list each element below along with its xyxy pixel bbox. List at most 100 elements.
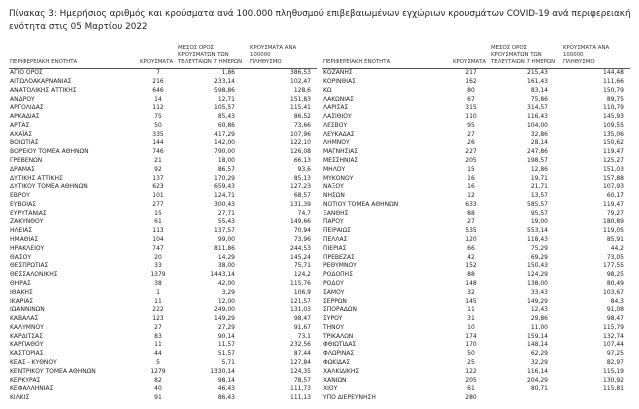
- cases-cell: 75: [154, 113, 162, 121]
- cases-cell: 50: [467, 350, 475, 358]
- cases-cell: 217: [465, 69, 477, 77]
- per100k-cell: 111,66: [603, 77, 624, 85]
- column-header-region: ΠΕΡΙΦΕΡΕΙΑΚΗ ΕΝΟΤΗΤΑ: [322, 44, 452, 69]
- per100k-cell: 86,52: [293, 113, 311, 121]
- table-row: ΗΡΑΚΛΕΙΟΥ 747 811,86 244,53: [9, 245, 317, 254]
- per100k-cell: 44,2: [610, 244, 624, 252]
- per100k-cell: 68,57: [293, 192, 311, 200]
- region-cell: ΠΡΕΒΕΖΑΣ: [323, 253, 355, 261]
- per100k-cell: 91,08: [606, 306, 624, 314]
- avg7-cell: 142,00: [214, 139, 235, 147]
- per100k-cell: 85,13: [293, 174, 311, 182]
- table-row: ΑΡΓΟΛΙΔΑΣ 112 105,57 115,41: [9, 104, 317, 113]
- cases-cell: 137: [152, 174, 164, 182]
- table-row: ΕΥΡΥΤΑΝΙΑΣ 15 27,71 74,7: [9, 209, 317, 218]
- region-cell: ΘΗΡΑΣ: [10, 279, 31, 287]
- per100k-cell: 157,88: [603, 174, 624, 182]
- table-row: ΤΗΝΟΥ 10 11,00 115,79: [322, 324, 630, 333]
- cases-cell: 110: [465, 113, 477, 121]
- avg7-cell: 13,57: [530, 192, 548, 200]
- cases-cell: 280: [465, 394, 477, 402]
- per100k-cell: 60,17: [606, 192, 624, 200]
- avg7-cell: 21,71: [530, 183, 548, 191]
- region-cell: ΑΡΚΑΔΙΑΣ: [10, 113, 40, 121]
- avg7-cell: 11,57: [217, 341, 235, 349]
- avg7-cell: 116,43: [527, 113, 548, 121]
- cases-cell: 27: [154, 323, 162, 331]
- per100k-cell: 150,62: [603, 139, 624, 147]
- table-row: ΘΗΡΑΣ 38 42,00 115,76: [9, 280, 317, 289]
- per100k-cell: 131,03: [290, 306, 311, 314]
- region-cell: ΛΑΡΙΣΑΣ: [323, 104, 349, 112]
- cases-cell: 535: [465, 227, 477, 235]
- cases-cell: 15: [467, 165, 475, 173]
- cases-cell: 10: [467, 323, 475, 331]
- avg7-cell: 12,71: [217, 95, 235, 103]
- per100k-cell: 98,25: [606, 271, 624, 279]
- table-row: ΑΧΑΪΑΣ 335 417,29 107,96: [9, 130, 317, 139]
- table-row: ΜΥΚΟΝΟΥ 16 19,71 157,88: [322, 174, 630, 183]
- table-row: ΘΑΣΟΥ 20 14,29 145,24: [9, 253, 317, 262]
- cases-cell: 205: [465, 157, 477, 164]
- region-cell: ΗΡΑΚΛΕΙΟΥ: [10, 244, 45, 252]
- region-cell: ΚΙΛΚΙΣ: [10, 394, 30, 402]
- table-row: ΙΘΑΚΗΣ 1 3,29 106,9: [9, 288, 317, 297]
- per100k-cell: 119,05: [603, 227, 624, 235]
- cases-cell: 14: [154, 95, 162, 103]
- region-cell: ΙΚΑΡΙΑΣ: [10, 297, 34, 305]
- per100k-cell: 84,3: [610, 297, 624, 305]
- table-row: ΗΛΕΙΑΣ 113 137,57 70,94: [9, 227, 317, 236]
- avg7-cell: 159,14: [527, 332, 548, 340]
- avg7-cell: 105,57: [214, 104, 235, 112]
- avg7-cell: 75,86: [530, 95, 548, 103]
- table-row: ΣΕΡΡΩΝ 145 149,29 84,3: [322, 297, 630, 306]
- avg7-cell: 249,00: [214, 306, 235, 314]
- table-row: ΛΑΚΩΝΙΑΣ 67 75,86 89,75: [322, 95, 630, 104]
- cases-cell: 20: [154, 253, 162, 261]
- per100k-cell: 119,47: [603, 200, 624, 208]
- avg7-cell: 137,57: [214, 227, 235, 235]
- avg7-cell: 33,43: [530, 288, 548, 296]
- per100k-cell: 70,94: [293, 227, 311, 235]
- avg7-cell: 19,00: [530, 218, 548, 226]
- avg7-cell: 161,43: [527, 77, 548, 85]
- cases-cell: 101: [152, 192, 164, 200]
- region-cell: ΠΑΡΟΥ: [323, 218, 344, 226]
- per100k-cell: 66,13: [293, 157, 311, 164]
- cases-cell: 26: [467, 139, 475, 147]
- cases-cell: 61: [467, 385, 475, 393]
- region-cell: ΛΕΥΚΑΔΑΣ: [323, 130, 355, 138]
- region-cell: ΝΗΣΩΝ: [323, 192, 345, 200]
- table-row: ΧΙΟΥ 61 80,71 115,81: [322, 385, 630, 394]
- region-cell: ΕΥΒΟΙΑΣ: [10, 200, 36, 208]
- region-cell: ΧΑΝΙΩΝ: [323, 376, 347, 384]
- table-row: ΝΗΣΩΝ 12 13,57 60,17: [322, 192, 630, 201]
- table-row: ΡΟΔΟΥ 148 138,00 80,49: [322, 280, 630, 289]
- avg7-cell: 3,29: [221, 288, 235, 296]
- cases-cell: 7: [156, 69, 160, 77]
- region-cell: ΡΕΘΥΜΝΟΥ: [323, 262, 357, 270]
- region-cell: ΣΑΜΟΥ: [323, 288, 345, 296]
- table-row: ΔΥΤΙΚΟΥ ΤΟΜΕΑ ΑΘΗΝΩΝ 623 659,43 127,23: [9, 183, 317, 192]
- avg7-cell: 300,43: [214, 200, 235, 208]
- cases-cell: 80: [467, 86, 475, 94]
- table-row: ΕΒΡΟΥ 101 124,71 68,57: [9, 192, 317, 201]
- table-row: ΚΑΡΠΑΘΟΥ 11 11,57 232,56: [9, 341, 317, 350]
- region-cell: ΚΑΛΥΜΝΟΥ: [10, 323, 44, 331]
- region-cell: ΞΑΝΘΗΣ: [323, 209, 349, 217]
- per100k-cell: 111,13: [290, 394, 311, 402]
- table-row: ΜΑΓΝΗΣΙΑΣ 227 247,86 119,47: [322, 148, 630, 157]
- avg7-cell: 585,57: [527, 200, 548, 208]
- region-cell: ΓΡΕΒΕΝΩΝ: [10, 157, 43, 164]
- cases-cell: 227: [465, 148, 477, 156]
- avg7-cell: 149,29: [214, 315, 235, 323]
- cases-cell: 315: [465, 104, 477, 112]
- avg7-cell: 124,29: [527, 271, 548, 279]
- table-row: ΑΓΙΟ ΟΡΟΣ 7 1,86 386,53: [9, 68, 317, 77]
- table-row: ΛΕΥΚΑΔΑΣ 27 32,86 135,06: [322, 130, 630, 139]
- avg7-cell: 790,00: [214, 148, 235, 156]
- table-row: ΔΥΤΙΚΗΣ ΑΤΤΙΚΗΣ 137 170,29 85,13: [9, 174, 317, 183]
- region-cell: ΝΑΞΟΥ: [323, 183, 344, 191]
- table-row: ΑΙΤΩΛΟΑΚΑΡΝΑΝΙΑΣ 216 233,14 102,47: [9, 78, 317, 87]
